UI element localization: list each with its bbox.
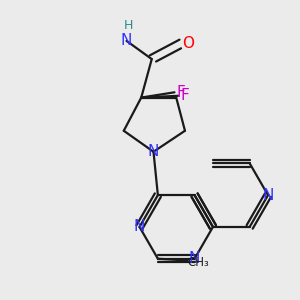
Text: CH₃: CH₃: [187, 256, 209, 269]
Text: H: H: [124, 19, 133, 32]
Text: N: N: [134, 219, 145, 234]
Text: N: N: [121, 33, 132, 48]
Text: F: F: [181, 88, 189, 103]
Text: F: F: [176, 85, 185, 100]
Text: N: N: [262, 188, 274, 202]
Text: N: N: [148, 144, 159, 159]
Text: O: O: [182, 36, 194, 51]
Text: N: N: [189, 251, 200, 266]
